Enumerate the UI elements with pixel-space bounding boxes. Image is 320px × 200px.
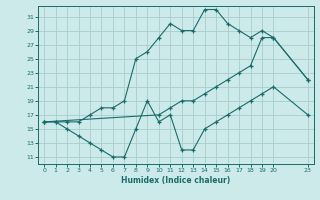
X-axis label: Humidex (Indice chaleur): Humidex (Indice chaleur) xyxy=(121,176,231,185)
